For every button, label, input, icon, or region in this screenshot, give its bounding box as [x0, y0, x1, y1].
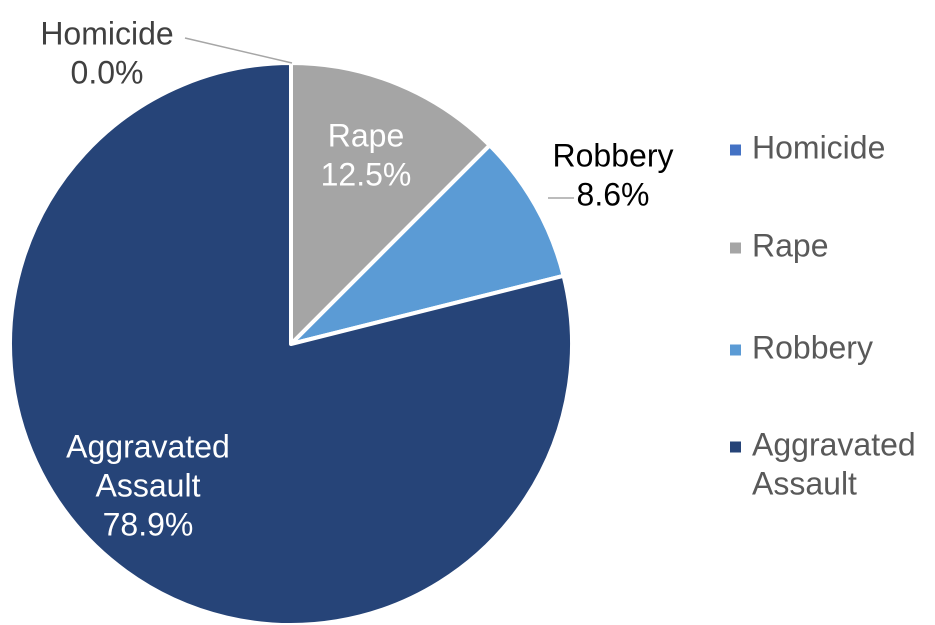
data-label-value-aggravated-assault: 78.9%: [103, 506, 194, 542]
pie-slice-rape: [289, 61, 492, 346]
legend-label-aggravated-assault: Assault: [752, 465, 857, 501]
legend-swatch-robbery: [730, 344, 741, 356]
legend-label-rape: Rape: [752, 227, 829, 263]
legend-swatch-aggravated-assault: [730, 441, 741, 453]
data-label-name-rape: Rape: [328, 117, 405, 153]
pie-slice-aggravated-assault: [8, 61, 575, 625]
data-label-name-aggravated-assault: Aggravated: [66, 428, 230, 464]
data-label-value-robbery: 8.6%: [577, 176, 650, 212]
pie-slice-robbery: [289, 143, 566, 346]
data-label-name-homicide: Homicide: [40, 15, 173, 51]
leader-lines: [184, 37, 574, 199]
legend-label-aggravated-assault: Aggravated: [752, 426, 916, 462]
pie-slices: [8, 61, 575, 625]
legend-swatch-rape: [730, 242, 741, 254]
legend-label-robbery: Robbery: [752, 329, 873, 365]
legend-swatch-homicide: [730, 144, 741, 156]
legend-label-homicide: Homicide: [752, 129, 885, 165]
data-label-name-robbery: Robbery: [553, 137, 674, 173]
data-label-value-rape: 12.5%: [321, 156, 412, 192]
leader-line-homicide: [184, 37, 293, 64]
data-label-name-aggravated-assault: Assault: [96, 467, 201, 503]
data-label-value-homicide: 0.0%: [71, 54, 144, 90]
